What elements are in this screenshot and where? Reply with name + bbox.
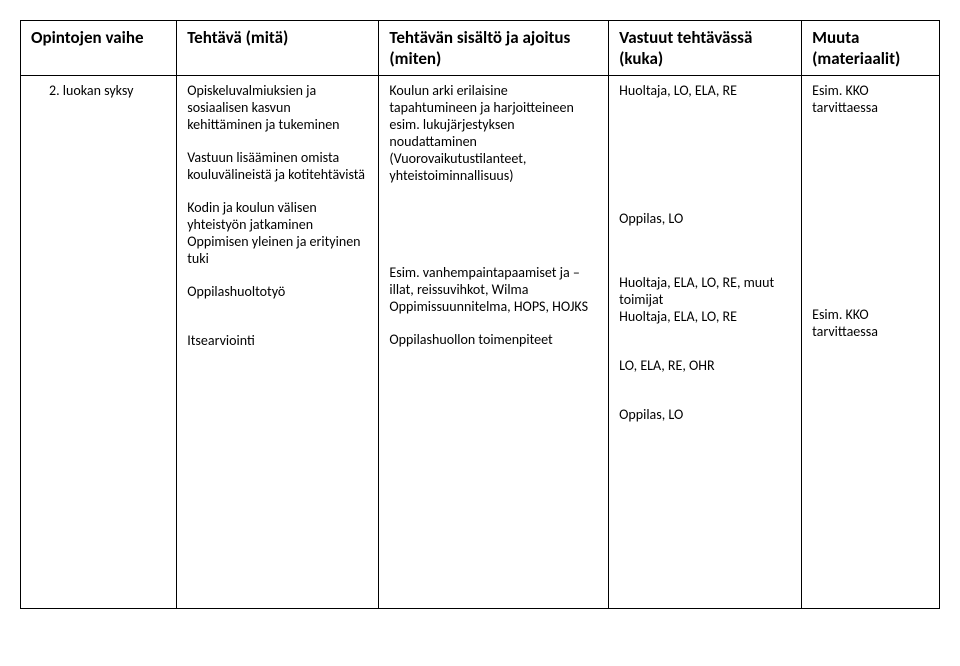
- header-responsible: Vastuut tehtävässä (kuka): [609, 21, 802, 76]
- responsible-block: Huoltaja, ELA, LO, RE, muut toimijat: [619, 274, 791, 308]
- task-block: Kodin ja koulun välisen yhteistyön jatka…: [187, 199, 368, 233]
- other-block: Esim. KKO tarvittaessa: [812, 82, 929, 194]
- responsible-block: Huoltaja, LO, ELA, RE: [619, 82, 791, 194]
- header-content: Tehtävän sisältö ja ajoitus (miten): [379, 21, 609, 76]
- task-block: Vastuun lisääminen omista kouluvälineist…: [187, 149, 368, 183]
- table-header-row: Opintojen vaihe Tehtävä (mitä) Tehtävän …: [21, 21, 940, 76]
- other-block: [812, 210, 929, 258]
- cell-responsible: Huoltaja, LO, ELA, RE Oppilas, LO Huolta…: [609, 76, 802, 609]
- content-block: [389, 200, 598, 248]
- responsible-block: Oppilas, LO: [619, 406, 791, 423]
- curriculum-table: Opintojen vaihe Tehtävä (mitä) Tehtävän …: [20, 20, 940, 609]
- header-phase: Opintojen vaihe: [21, 21, 177, 76]
- cell-content: Koulun arki erilaisine tapahtumineen ja …: [379, 76, 609, 609]
- task-block: Itsearviointi: [187, 332, 368, 349]
- task-block: Opiskeluvalmiuksien ja sosiaalisen kasvu…: [187, 82, 368, 133]
- header-other: Muuta (materiaalit): [802, 21, 940, 76]
- content-block: Oppimissuunnitelma, HOPS, HOJKS: [389, 298, 598, 315]
- task-block: Oppilashuoltotyö: [187, 283, 368, 300]
- phase-text: 2. luokan syksy: [49, 82, 166, 99]
- task-block: Oppimisen yleinen ja erityinen tuki: [187, 233, 368, 267]
- responsible-block: Oppilas, LO: [619, 210, 791, 258]
- cell-task: Opiskeluvalmiuksien ja sosiaalisen kasvu…: [177, 76, 379, 609]
- cell-phase: 2. luokan syksy: [21, 76, 177, 609]
- content-block: Esim. vanhempaintapaamiset ja –illat, re…: [389, 264, 598, 298]
- other-block: Esim. KKO tarvittaessa: [812, 306, 929, 340]
- table-row: 2. luokan syksy Opiskeluvalmiuksien ja s…: [21, 76, 940, 609]
- other-block: [812, 274, 929, 290]
- cell-other: Esim. KKO tarvittaessa Esim. KKO tarvitt…: [802, 76, 940, 609]
- responsible-block: Huoltaja, ELA, LO, RE: [619, 308, 791, 325]
- responsible-block: LO, ELA, RE, OHR: [619, 357, 791, 374]
- content-block: Oppilashuollon toimenpiteet: [389, 331, 598, 348]
- content-block: Koulun arki erilaisine tapahtumineen ja …: [389, 82, 598, 184]
- header-task: Tehtävä (mitä): [177, 21, 379, 76]
